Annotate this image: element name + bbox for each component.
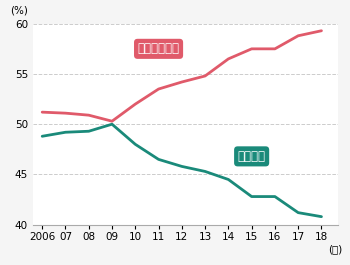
Text: (年): (年) [328, 244, 343, 254]
Text: 大学病院: 大学病院 [238, 150, 266, 163]
Text: (%): (%) [10, 6, 28, 16]
Text: 臨床研修病院: 臨床研修病院 [138, 42, 180, 55]
